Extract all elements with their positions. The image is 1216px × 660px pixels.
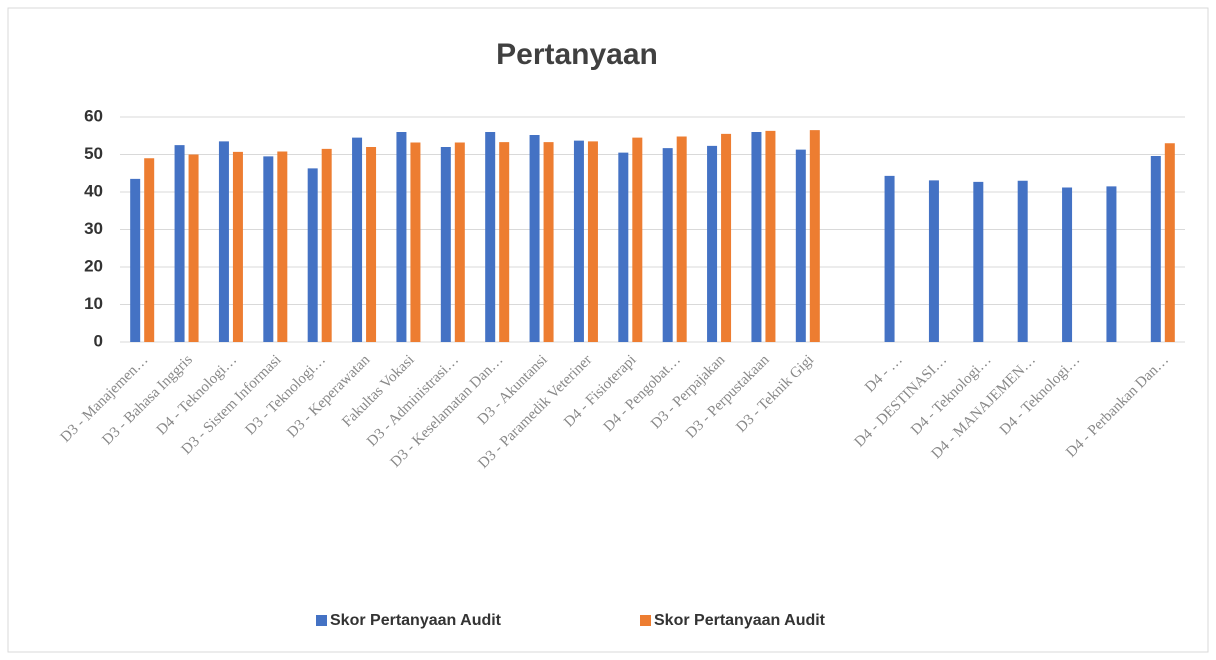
bar	[485, 132, 496, 342]
bar	[765, 130, 776, 342]
bar	[809, 130, 820, 342]
y-tick-label: 50	[84, 144, 103, 163]
bar	[529, 135, 540, 342]
bar	[721, 133, 732, 342]
bar	[751, 132, 762, 342]
bar	[144, 158, 155, 342]
y-tick-label: 0	[94, 331, 103, 350]
bar	[928, 180, 939, 342]
bar	[499, 142, 510, 342]
y-tick-label: 30	[84, 219, 103, 238]
y-tick-label: 40	[84, 181, 103, 200]
chart-border	[7, 7, 1209, 653]
bar	[573, 140, 584, 342]
bar	[440, 147, 451, 342]
bar	[396, 132, 407, 342]
bar	[1106, 186, 1117, 342]
bar	[188, 154, 199, 342]
bar	[352, 137, 363, 342]
bar	[1150, 156, 1161, 342]
y-tick-label: 10	[84, 294, 103, 313]
legend-swatch	[640, 615, 651, 626]
chart-title: Pertanyaan	[496, 38, 658, 71]
bar	[632, 137, 643, 342]
bar	[662, 148, 673, 342]
bar	[707, 145, 718, 342]
legend-label: Skor Pertanyaan Audit	[330, 612, 502, 629]
bar	[366, 147, 377, 342]
bar	[130, 178, 141, 342]
bar	[454, 142, 465, 342]
legend-swatch	[316, 615, 327, 626]
bar	[676, 136, 687, 342]
bar	[232, 151, 243, 342]
legend-label: Skor Pertanyaan Audit	[654, 612, 826, 629]
y-tick-label: 20	[84, 256, 103, 275]
bar	[1017, 180, 1028, 342]
bar	[543, 142, 554, 342]
bar	[587, 141, 598, 342]
bar	[1164, 143, 1175, 342]
bar	[884, 175, 895, 342]
bar	[795, 149, 806, 342]
bar	[1062, 187, 1073, 342]
bar	[307, 168, 318, 342]
bar	[618, 152, 629, 342]
bar	[263, 156, 274, 342]
y-tick-label: 60	[84, 106, 103, 125]
bar	[174, 145, 185, 342]
bar	[973, 181, 984, 342]
bar	[218, 141, 229, 342]
bar	[410, 142, 421, 342]
bar	[321, 148, 332, 342]
bar	[277, 151, 288, 342]
